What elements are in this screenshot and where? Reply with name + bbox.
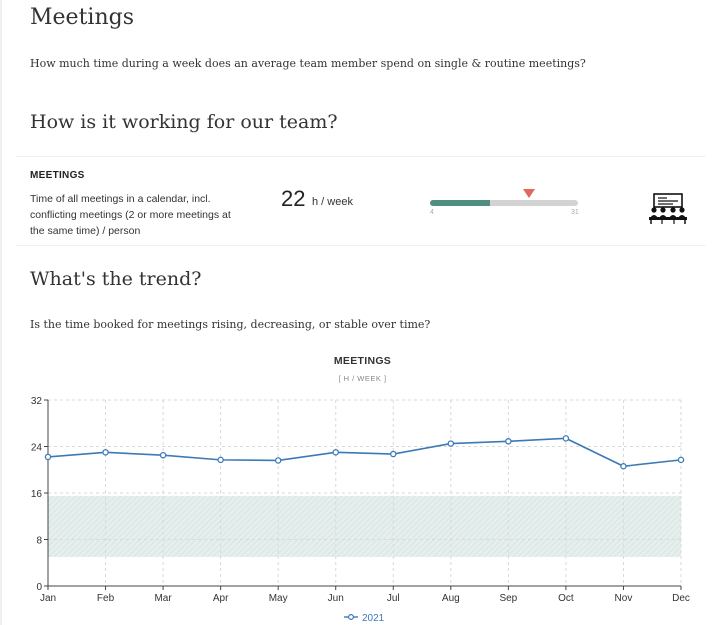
data-point [159,451,167,459]
chart-subtitle: [ H / WEEK ] [338,374,387,383]
data-point [562,435,570,442]
x-tick-label: Nov [615,593,633,604]
x-tick-label: Dec [672,593,690,604]
data-point [332,449,339,456]
trend-question: Is the time booked for meetings rising, … [30,318,431,331]
gauge-max-label: 31 [571,209,579,216]
data-point [620,463,627,470]
left-border [0,0,2,625]
data-point [274,457,282,464]
data-point [447,440,455,447]
x-tick-label: Oct [558,593,574,604]
series-line [47,437,682,468]
team-section-heading: How is it working for our team? [30,111,338,133]
metric-name: MEETINGS [30,170,85,181]
metric-card: MEETINGS Time of all meetings in a calen… [16,156,706,246]
data-point [217,456,224,464]
legend-label: 2021 [362,613,385,624]
metric-value: 22 [281,186,306,211]
metric-unit: h / week [312,196,353,208]
gauge-track [430,200,578,206]
page-title: Meetings [30,5,134,30]
x-tick-label: Jul [387,593,400,604]
data-point [677,456,685,464]
x-tick-label: Feb [97,593,115,604]
x-tick-label: May [269,593,288,604]
trend-section-heading: What's the trend? [30,268,202,290]
gauge-fill [430,200,491,206]
y-tick-label: 0 [36,582,42,593]
meetings-line-chart: 0 8 16 24 32 Jan Feb Mar Apr May Jun Jul Aug Sep Oct No… [31,396,690,624]
x-tick-label: Apr [213,593,229,604]
legend-marker [348,614,355,621]
data-point [505,438,512,445]
gauge-marker [522,189,535,198]
y-tick-label: 8 [36,536,42,547]
data-point [390,450,397,458]
x-tick-label: Aug [442,593,460,604]
y-tick-label: 16 [31,489,43,500]
target-band [48,495,681,557]
x-tick-label: Jan [40,593,56,604]
x-tick-label: Sep [499,593,517,604]
metric-description: Time of all meetings in a calendar, incl… [30,193,231,237]
data-point [102,449,109,456]
y-tick-label: 32 [31,396,43,407]
page-intro: How much time during a week does an aver… [30,57,586,70]
y-tick-label: 24 [31,443,43,454]
gauge-min-label: 4 [430,209,434,216]
x-tick-label: Jun [328,593,344,604]
chart-title: MEETINGS [333,355,392,367]
meeting-people-icon [649,193,687,224]
x-tick-label: Mar [154,593,172,604]
data-point [44,453,52,461]
